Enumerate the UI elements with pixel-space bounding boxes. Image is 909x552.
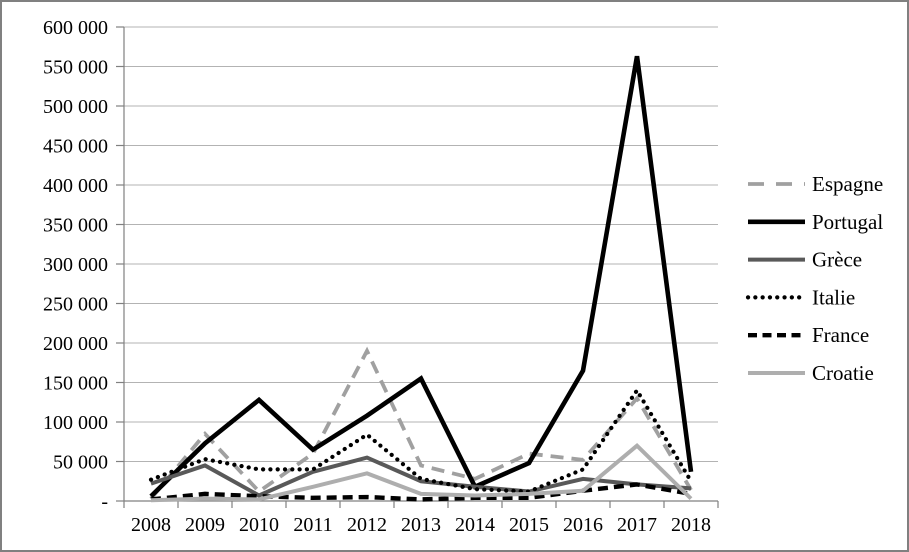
series-line-portugal [149,55,694,498]
x-tick-label: 2018 [671,514,711,536]
y-tick-label: 600 000 [43,17,108,39]
x-tick-label: 2012 [347,514,387,536]
x-tick-label: 2011 [293,514,332,536]
y-tick-label: 500 000 [43,96,108,118]
legend-label-portugal: Portugal [812,210,883,234]
legend-label-espagne: Espagne [812,172,883,196]
series-line-croatie [150,443,693,503]
y-tick-label: 200 000 [43,333,108,355]
y-tick-label: 550 000 [43,57,108,79]
x-tick-label: 2010 [239,514,279,536]
legend-label-croatie: Croatie [812,361,874,385]
y-tick-label: 150 000 [43,373,108,395]
series-line-italie [148,386,694,494]
legend-label-france: France [812,323,869,347]
series-line-espagne [149,346,693,500]
legend-label-grece: Grèce [812,248,862,272]
x-tick-label: 2015 [509,514,549,536]
x-tick-label: 2017 [617,514,657,536]
y-tick-label: 250 000 [43,294,108,316]
series-line-france [150,482,692,502]
y-tick-label: - [101,491,108,513]
y-tick-label: 50 000 [53,452,108,474]
y-tick-label: 100 000 [43,412,108,434]
y-tick-label: 300 000 [43,254,108,276]
x-tick-label: 2013 [401,514,441,536]
legend-label-italie: Italie [812,285,855,309]
series-line-grece [150,455,692,498]
x-tick-label: 2009 [185,514,225,536]
x-tick-label: 2014 [455,514,495,536]
y-tick-label: 450 000 [43,136,108,158]
x-tick-label: 2016 [563,514,603,536]
y-tick-label: 350 000 [43,215,108,237]
y-tick-label: 400 000 [43,175,108,197]
x-tick-label: 2008 [131,514,171,536]
